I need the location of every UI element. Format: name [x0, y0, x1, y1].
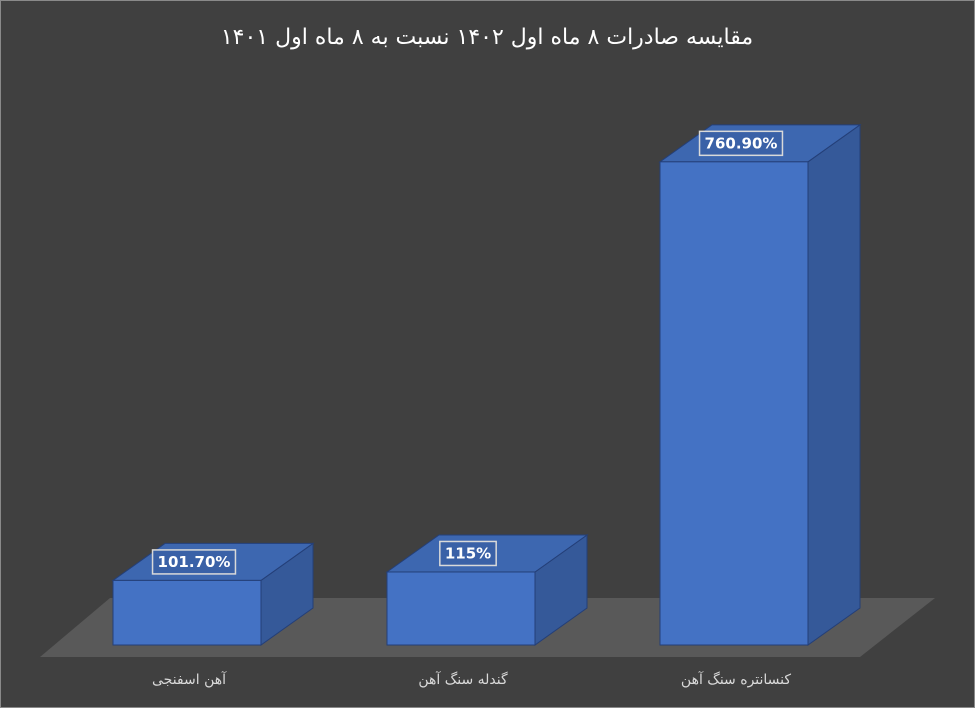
bar-front [659, 161, 809, 646]
bar [658, 123, 862, 646]
data-label-box [151, 549, 237, 575]
x-tick-label: آهن اسفنجی [152, 671, 227, 688]
x-tick-label: گندله سنگ آهن [418, 671, 508, 688]
data-label: 115% [445, 544, 491, 562]
bar-side [807, 123, 861, 646]
data-label: 101.70% [158, 553, 231, 571]
chart-title: مقایسه صادرات ۸ ماه اول ۱۴۰۲ نسبت به ۸ م… [221, 25, 753, 50]
data-label-box [698, 130, 784, 157]
bar-front [386, 571, 536, 646]
data-label-box [439, 540, 497, 567]
x-tick-label: کنسانتره سنگ آهن [681, 671, 791, 688]
bar-front [112, 579, 262, 646]
data-label: 760.90% [705, 134, 778, 152]
